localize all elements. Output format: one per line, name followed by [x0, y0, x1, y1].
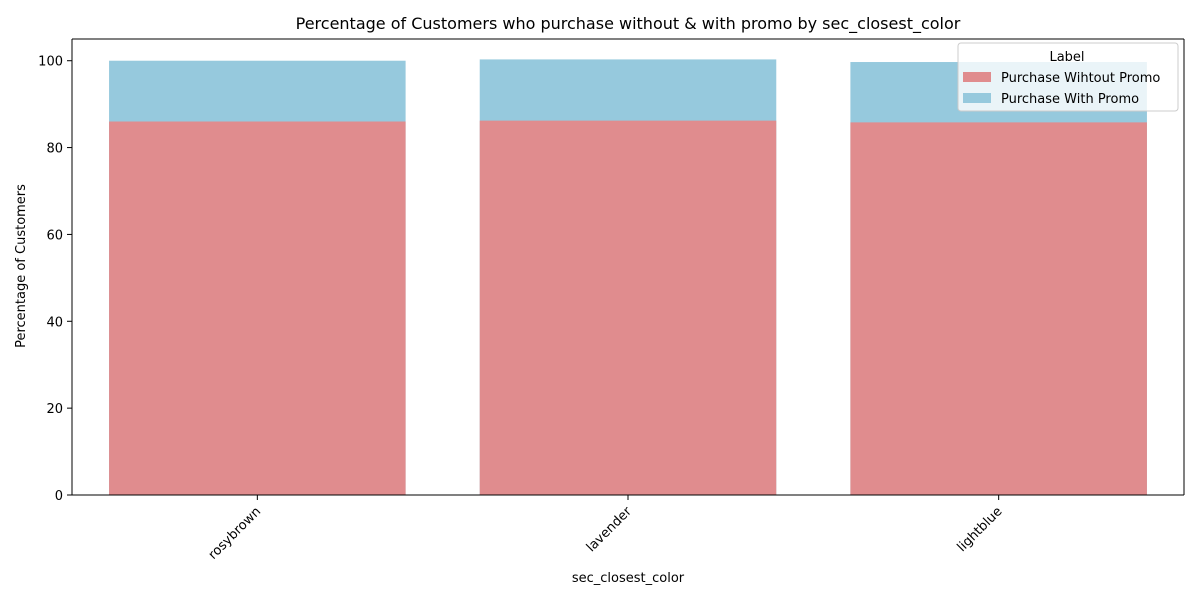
chart-title: Percentage of Customers who purchase wit… — [296, 14, 961, 34]
y-tick-label: 60 — [46, 228, 63, 243]
legend-swatch-without-promo — [963, 72, 991, 82]
legend-box — [957, 42, 1179, 112]
y-axis-title: Percentage of Customers — [14, 184, 29, 348]
bars-layer — [109, 59, 1147, 495]
legend-label-without-promo: Purchase Wihtout Promo — [1001, 71, 1160, 86]
y-tick-label: 40 — [46, 315, 63, 330]
legend-swatch-with-promo — [963, 93, 991, 103]
y-tick-label: 100 — [38, 55, 63, 70]
x-axis-title: sec_closest_color — [572, 571, 685, 586]
x-tick-label: lavender — [584, 504, 635, 555]
y-tick-label: 20 — [46, 402, 63, 417]
bar-without-promo-rosybrown — [109, 121, 406, 495]
bar-without-promo-lightblue — [850, 122, 1147, 495]
bar-without-promo-lavender — [479, 120, 777, 495]
legend: Label Purchase Wihtout Promo Purchase Wi… — [957, 42, 1179, 112]
legend-label-with-promo: Purchase With Promo — [1001, 92, 1139, 107]
legend-title: Label — [1049, 50, 1084, 65]
y-tick-label: 0 — [55, 489, 63, 504]
y-tick-label: 80 — [46, 142, 63, 157]
x-tick-label: rosybrown — [206, 504, 264, 562]
x-tick-label: lightblue — [955, 504, 1006, 555]
